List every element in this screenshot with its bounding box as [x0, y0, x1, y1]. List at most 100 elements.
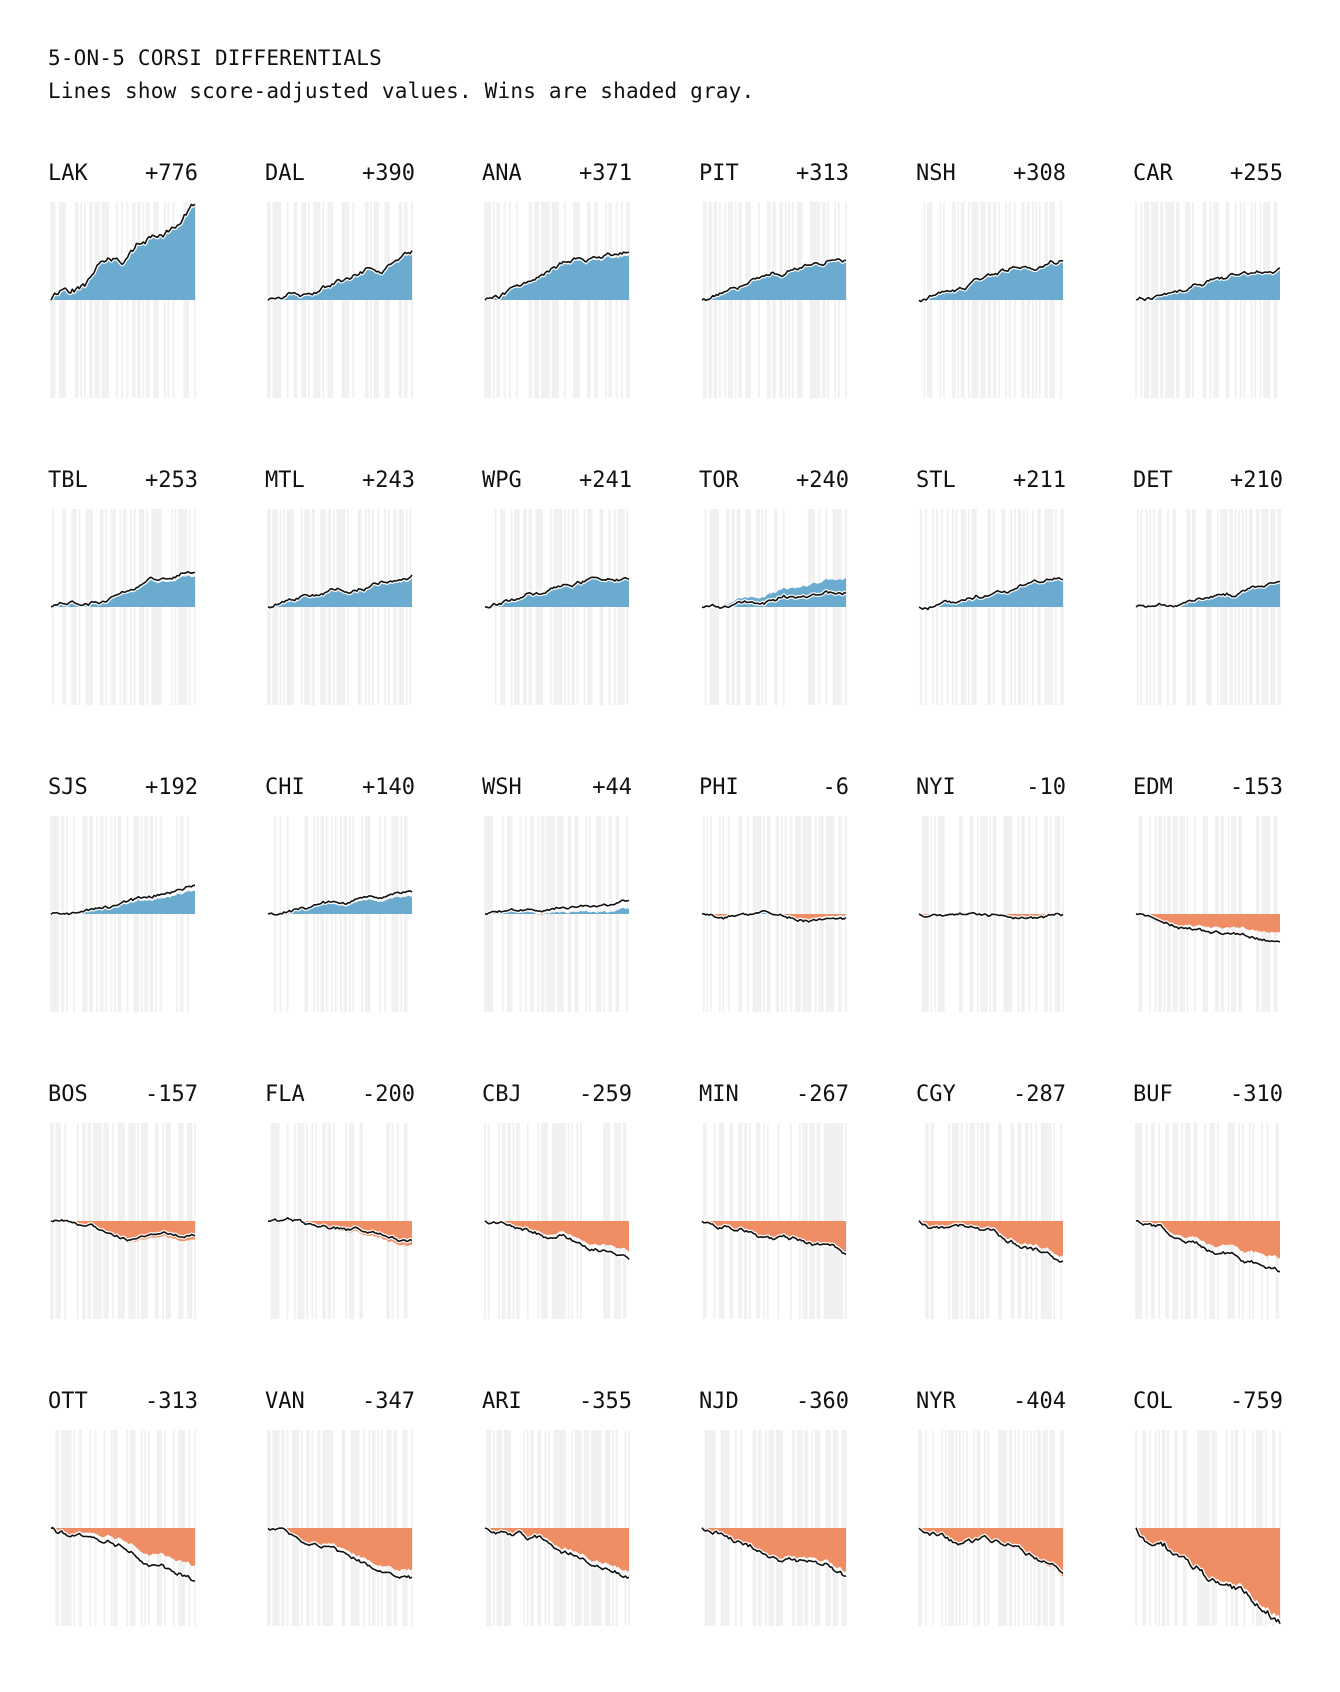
sparkline-chart: [918, 816, 1065, 1012]
team-panel-ari: ARI -355: [482, 1388, 632, 1658]
sparkline-chart: [267, 816, 414, 1012]
sparkline-chart: [918, 509, 1064, 705]
team-total-label: +776: [145, 161, 198, 186]
adjusted-line: [701, 1220, 847, 1256]
adjusted-line: [50, 203, 196, 301]
team-label: CBJ: [482, 1082, 522, 1107]
team-total-label: +44: [592, 775, 632, 800]
team-panel-sjs: SJS +192: [48, 774, 198, 1044]
adjusted-line: [267, 250, 413, 301]
team-panel-stl: STL +211: [916, 467, 1066, 737]
adjusted-line: [484, 1527, 630, 1579]
positive-area: [485, 908, 629, 914]
adjusted-line: [50, 884, 195, 916]
team-total-label: -360: [796, 1389, 849, 1414]
positive-area: [51, 890, 195, 914]
positive-area: [51, 206, 195, 300]
team-total-label: -310: [1230, 1082, 1283, 1107]
positive-area: [919, 579, 1063, 607]
team-panel-tor: TOR +240: [699, 467, 849, 737]
team-label: WPG: [482, 468, 522, 493]
positive-area: [485, 255, 629, 300]
team-panel-njd: NJD -360: [699, 1388, 849, 1658]
negative-area: [702, 1528, 846, 1572]
positive-area: [1136, 581, 1280, 607]
chart-subtitle: Lines show score-adjusted values. Wins a…: [48, 79, 755, 103]
team-total-label: -259: [579, 1082, 632, 1107]
team-panel-cgy: CGY -287: [916, 1081, 1066, 1351]
team-total-label: +192: [145, 775, 198, 800]
team-panel-wpg: WPG +241: [482, 467, 632, 737]
team-panel-buf: BUF -310: [1133, 1081, 1283, 1351]
team-total-label: +253: [145, 468, 198, 493]
team-total-label: +240: [796, 468, 849, 493]
adjusted-line: [50, 1526, 196, 1583]
team-label: EDM: [1133, 775, 1173, 800]
team-total-label: -157: [145, 1082, 198, 1107]
adjusted-line: [701, 909, 847, 923]
team-panel-chi: CHI +140: [265, 774, 415, 1044]
team-panel-mtl: MTL +243: [265, 467, 415, 737]
sparkline-chart: [701, 816, 848, 1012]
team-panel-van: VAN -347: [265, 1388, 415, 1658]
team-panel-dal: DAL +390: [265, 160, 415, 430]
team-panel-nyr: NYR -404: [916, 1388, 1066, 1658]
adjusted-line: [918, 259, 1064, 303]
sparkline-chart: [917, 1123, 1064, 1319]
sparkline-chart: [49, 202, 197, 398]
team-total-label: +371: [579, 161, 632, 186]
team-total-label: -6: [822, 775, 850, 800]
team-total-label: -10: [1026, 775, 1066, 800]
team-label: BOS: [48, 1082, 88, 1107]
team-label: CHI: [265, 775, 305, 800]
team-label: ANA: [482, 161, 522, 186]
team-panel-phi: PHI -6: [699, 774, 849, 1044]
sparkline-chart: [1135, 202, 1281, 398]
adjusted-line: [1135, 1527, 1281, 1625]
team-total-label: +255: [1230, 161, 1283, 186]
sparkline-chart: [1135, 816, 1281, 1012]
adjusted-line: [701, 1527, 847, 1577]
sparkline-chart: [50, 509, 196, 705]
team-label: SJS: [48, 775, 88, 800]
team-label: NJD: [699, 1389, 739, 1414]
sparkline-chart: [484, 816, 630, 1012]
team-panel-ana: ANA +371: [482, 160, 632, 430]
positive-area: [702, 578, 846, 607]
sparkline-chart: [484, 509, 630, 705]
chart-title: 5-ON-5 CORSI DIFFERENTIALS: [48, 46, 382, 70]
adjusted-line: [50, 570, 196, 608]
negative-area: [485, 1221, 629, 1253]
team-total-label: +390: [362, 161, 415, 186]
negative-area: [919, 1528, 1063, 1577]
positive-area: [268, 895, 412, 914]
team-label: BUF: [1133, 1082, 1173, 1107]
team-panel-car: CAR +255: [1133, 160, 1283, 430]
sparkline-chart: [484, 1430, 630, 1626]
team-total-label: +140: [362, 775, 415, 800]
adjusted-line: [50, 1219, 196, 1242]
adjusted-line: [267, 1527, 413, 1579]
positive-area: [1136, 269, 1280, 300]
team-panel-det: DET +210: [1133, 467, 1283, 737]
team-total-label: -404: [1013, 1389, 1066, 1414]
team-label: COL: [1133, 1389, 1173, 1414]
team-label: OTT: [48, 1389, 88, 1414]
adjusted-line: [701, 258, 847, 302]
team-total-label: -313: [145, 1389, 198, 1414]
team-panel-min: MIN -267: [699, 1081, 849, 1351]
sparkline-chart: [700, 1430, 847, 1626]
team-panel-pit: PIT +313: [699, 160, 849, 430]
team-panel-tbl: TBL +253: [48, 467, 198, 737]
adjusted-line: [701, 590, 847, 609]
negative-area: [268, 1528, 412, 1572]
team-label: NYI: [916, 775, 956, 800]
adjusted-line: [484, 576, 630, 609]
adjusted-line: [1135, 580, 1281, 608]
negative-area: [1136, 914, 1280, 933]
team-total-label: -200: [362, 1082, 415, 1107]
sparkline-chart: [701, 509, 847, 705]
adjusted-line: [1135, 267, 1281, 302]
team-label: CGY: [916, 1082, 956, 1107]
